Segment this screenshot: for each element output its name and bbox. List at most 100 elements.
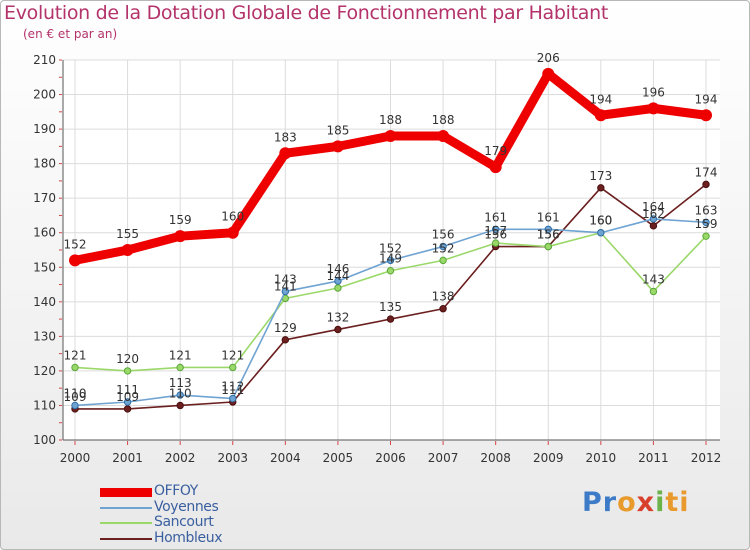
data-label: 143 [274,272,297,286]
data-point [649,222,658,230]
grid [63,59,720,441]
data-label: 141 [274,279,297,293]
x-tick-label: 2004 [270,451,301,465]
data-point [544,242,552,251]
data-label: 121 [64,348,87,362]
data-label: 194 [695,92,718,106]
data-label: 121 [221,348,244,362]
x-tick-label: 2001 [112,451,143,465]
x-tick-label: 2006 [375,451,406,465]
y-tick-label: 190 [33,122,56,136]
logo-part: Pr [582,487,618,518]
data-point [121,244,134,256]
data-point [176,401,184,410]
data-label: 152 [432,241,455,255]
data-point [597,184,605,192]
data-label: 173 [589,169,612,183]
data-label: 161 [484,210,507,224]
data-point [281,336,290,344]
data-point [439,256,447,265]
proxiti-logo: Proxiti [582,487,690,518]
logo-part: x [636,487,656,518]
data-point [544,225,552,233]
data-point [69,254,81,267]
data-label: 156 [537,228,560,242]
data-label: 110 [169,386,192,400]
legend-swatch [100,522,152,524]
chart-title: Evolution de la Dotation Globale de Fonc… [4,2,609,24]
axes: 100 110 120 130 140 150 160 170 180 190 200 210 2000… [33,53,721,465]
data-point [384,130,397,142]
data-label: 164 [642,200,665,214]
data-label: 149 [379,252,402,266]
data-label: 144 [326,269,349,283]
data-point [229,363,237,372]
data-label: 174 [695,165,718,179]
series-layer [69,67,712,413]
chart-subtitle: (en € et par an) [23,27,118,41]
data-label: 206 [537,51,560,65]
data-label: 179 [484,144,507,158]
y-tick-label: 120 [33,364,56,378]
y-tick-label: 110 [33,398,56,412]
legend-label: Voyennes [154,498,219,515]
data-label: 152 [379,241,402,255]
data-label: 129 [274,321,297,335]
data-point [702,180,710,189]
data-label: 143 [642,272,665,286]
data-label: 132 [326,310,349,324]
data-label: 146 [326,262,349,276]
data-point [386,315,395,323]
data-point [386,267,395,275]
data-point [702,232,710,240]
data-label: 161 [537,210,560,224]
data-label: 183 [274,130,297,144]
legend-item: Sancourt [100,514,300,531]
data-label: 111 [116,383,139,397]
data-point [71,363,79,372]
data-point [491,239,500,247]
x-tick-label: 2012 [691,451,722,465]
data-point [176,391,184,399]
data-label: 138 [432,290,455,304]
x-tick-label: 2003 [217,451,248,465]
legend-item: OFFOY [100,483,300,500]
data-label: 113 [169,376,192,390]
legend-label: Sancourt [154,514,214,530]
x-tick-label: 2011 [638,451,669,465]
logo-part: o [617,487,637,518]
data-label: 196 [642,85,665,99]
data-label: 121 [169,348,192,362]
data-point [439,305,447,313]
data-label: 188 [379,113,402,127]
x-tick-label: 2002 [165,451,196,465]
data-label: 110 [64,386,87,400]
data-label: 159 [169,213,192,227]
data-label: 162 [642,207,665,221]
data-point [226,226,239,239]
legend-swatch [100,487,152,497]
data-point [123,398,132,406]
data-point [71,401,79,410]
legend-swatch [100,537,152,540]
data-point [334,325,342,334]
x-tick-label: 2009 [533,451,564,465]
data-point [229,394,237,403]
data-point [279,147,292,160]
legend-label: OFFOY [154,483,198,499]
data-point [649,287,658,296]
data-point [594,109,607,122]
data-label: 185 [326,123,349,137]
data-point [176,363,184,372]
y-tick-label: 200 [33,88,56,102]
data-point [647,102,660,115]
x-tick-label: 2010 [586,451,617,465]
data-label: 157 [484,224,507,238]
y-tick-label: 140 [33,295,56,309]
data-point [439,242,447,251]
data-point [334,277,342,285]
data-point [489,161,502,174]
data-label: 109 [116,390,139,404]
legend: OFFOY Voyennes Sancourt Hombleux [100,483,300,546]
